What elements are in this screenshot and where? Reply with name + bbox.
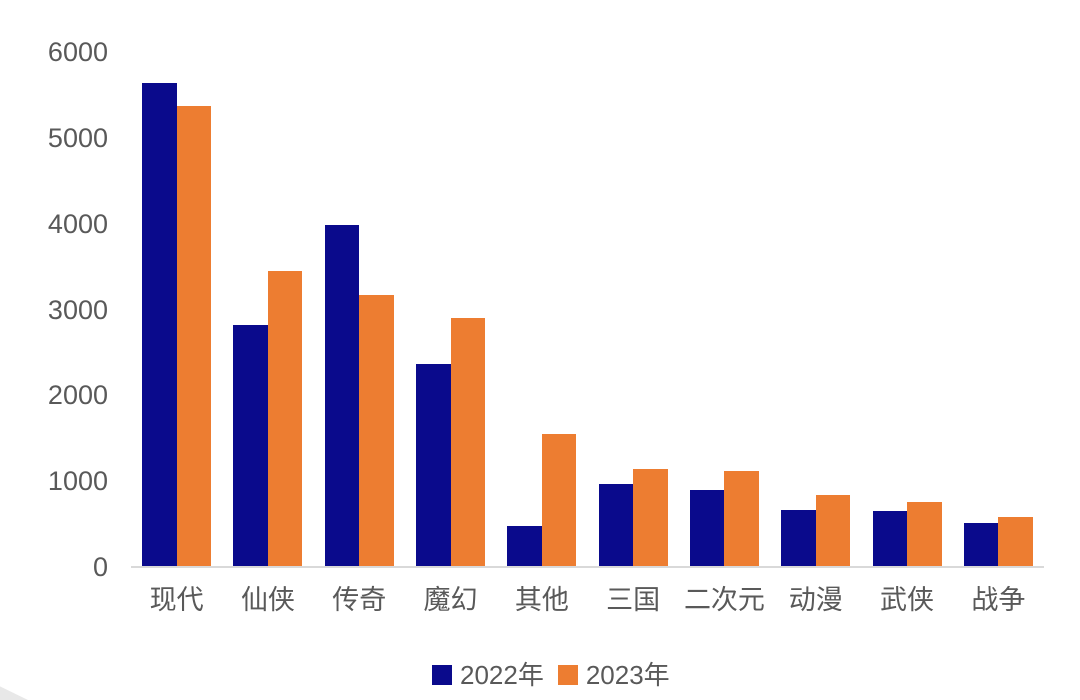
x-category-label: 二次元 — [683, 585, 765, 615]
x-category-label: 三国 — [606, 585, 661, 615]
bar-2022年-仙侠 — [233, 324, 268, 567]
y-tick-label: 0 — [92, 552, 108, 582]
legend-item-2022年: 2022年 — [432, 662, 544, 688]
bar-2023年-现代 — [176, 106, 212, 567]
x-category-label: 武侠 — [880, 585, 935, 615]
bar-2022年-战争 — [963, 523, 999, 567]
x-category-label: 动漫 — [788, 585, 843, 615]
x-category-label: 其他 — [514, 585, 569, 615]
legend-label: 2023年 — [585, 660, 670, 690]
x-category-label: 仙侠 — [240, 585, 295, 615]
legend-item-2023年: 2023年 — [557, 660, 670, 690]
bar-2022年-三国 — [598, 483, 634, 567]
bar-2023年-三国 — [633, 469, 668, 567]
bar-2022年-动漫 — [781, 510, 816, 567]
bar-2022年-传奇 — [324, 224, 360, 567]
bar-2023年-战争 — [998, 517, 1033, 567]
legend-swatch-icon — [557, 665, 578, 685]
bar-2023年-传奇 — [359, 294, 394, 567]
bar-2022年-武侠 — [872, 511, 908, 567]
legend-label: 2022年 — [460, 660, 544, 690]
bar-2023年-武侠 — [907, 501, 942, 567]
x-category-label: 现代 — [149, 585, 204, 615]
y-tick-label: 3000 — [47, 294, 108, 325]
bar-2022年-二次元 — [689, 489, 725, 567]
bar-2023年-动漫 — [815, 494, 851, 567]
y-tick-label: 5000 — [47, 122, 108, 153]
bar-2023年-魔幻 — [450, 318, 486, 567]
bar-2023年-二次元 — [724, 470, 759, 567]
y-tick-label: 4000 — [47, 208, 108, 239]
bar-2022年-魔幻 — [416, 363, 451, 567]
legend: 2022年 2023年 — [432, 662, 670, 688]
legend-swatch-icon — [432, 665, 452, 685]
x-category-label: 战争 — [971, 585, 1026, 615]
bar-2022年-现代 — [142, 82, 177, 567]
watermark-smudge — [0, 686, 28, 700]
bar-2023年-其他 — [541, 433, 577, 567]
x-axis-line — [131, 566, 1044, 568]
y-tick-label: 6000 — [47, 37, 108, 67]
bar-2022年-其他 — [507, 525, 542, 567]
x-category-label: 魔幻 — [423, 585, 478, 615]
x-category-label: 传奇 — [332, 585, 387, 615]
y-tick-label: 1000 — [47, 466, 108, 497]
bar-2023年-仙侠 — [267, 270, 303, 567]
y-tick-label: 2000 — [47, 380, 108, 411]
